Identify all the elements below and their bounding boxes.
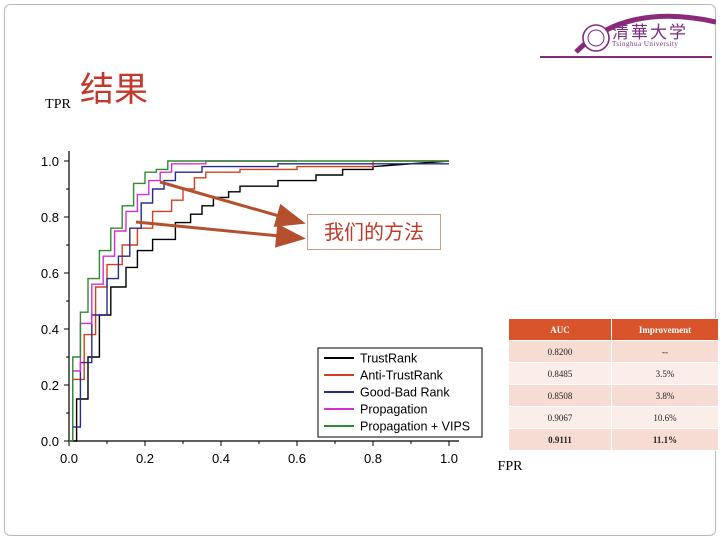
x-tick-label: 0.4 [212,451,230,466]
y-tick-label: 0.8 [41,210,59,225]
chart-axes: 0.0 0.2 0.4 0.6 0.8 1.0 0.0 0.2 0.4 0.6 0.8 1.0 TPR F… [41,97,523,474]
table-row: 0.8508 3.8% [508,384,719,407]
x-tick-label: 1.0 [440,451,458,466]
y-axis-label: TPR [45,97,71,112]
series-line-trustrank [69,160,450,442]
x-tick-label: 0.2 [136,451,154,466]
x-tick-label: 0.0 [60,451,78,466]
x-tick-label: 0.6 [288,451,306,466]
chart-legend: TrustRank Anti-TrustRank Good-Bad Rank Prop… [317,347,483,438]
y-tick-label: 0.0 [41,434,59,449]
improvement-header: Improvement [611,318,719,341]
legend-entry: Propagation + VIPS [360,420,470,434]
improvement-cell: 11.1% [611,428,719,451]
legend-entry: Anti-TrustRank [360,369,444,383]
improvement-cell: 3.5% [611,362,719,385]
slide-title: 结果 [80,70,148,110]
improvement-cell: -- [611,340,719,363]
series-line-propagation-vips [69,160,449,442]
table-row: 0.9067 10.6% [508,406,719,429]
logo-english-name: Tsinghua University [612,40,679,48]
series-line-propagation [69,160,297,442]
arrow-to-propagation [135,220,306,248]
auc-header: AUC [508,318,612,341]
legend-entry: Good-Bad Rank [360,386,450,400]
y-tick-label: 1.0 [41,154,59,169]
table-row: 0.8200 -- [508,340,719,363]
header-divider [540,56,712,58]
auc-cell: 0.9111 [508,428,612,451]
y-tick-label: 0.4 [41,322,59,337]
series-line-anti-trustrank [69,160,449,442]
improvement-cell: 10.6% [611,406,719,429]
arrow-to-propagation-vips [159,180,306,227]
chart-series-layer [69,160,450,442]
auc-cell: 0.8200 [508,340,612,363]
legend-entry: TrustRank [360,352,418,366]
y-tick-label: 0.2 [41,378,59,393]
auc-table-header: AUC Improvement [508,318,719,341]
improvement-cell: 3.8% [611,384,719,407]
auc-cell: 0.9067 [508,406,612,429]
x-axis-label: FPR [498,459,524,474]
university-logo [574,13,716,54]
series-line-good-bad-rank [69,163,449,442]
x-tick-label: 0.8 [364,451,382,466]
auc-cell: 0.8508 [508,384,612,407]
table-row: 0.8485 3.5% [508,362,719,385]
logo-chinese-name: 清華大学 [612,23,688,43]
legend-entry: Propagation [360,403,427,417]
callout-our-method: 我们的方法 [307,214,441,250]
y-tick-label: 0.6 [41,266,59,281]
table-row: 0.9111 11.1% [508,428,719,451]
auc-cell: 0.8485 [508,362,612,385]
auc-table: AUC Improvement 0.8200 -- 0.8485 3.5% 0.… [508,318,719,451]
callout-arrows [135,180,306,248]
